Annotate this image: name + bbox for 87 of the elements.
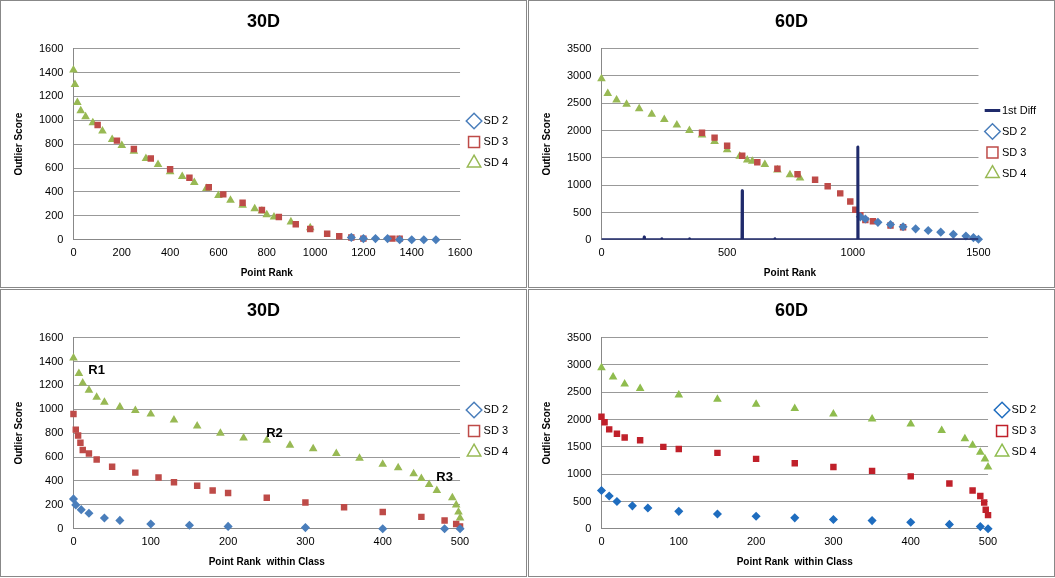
x-tick-label: 1500 [966,246,991,259]
y-tick-label: 1000 [566,178,592,191]
legend-label: SD 2 [483,403,509,416]
y-tick-label: 1000 [566,467,592,480]
chart-title: 30D [246,299,281,320]
x-tick-label: 0 [70,535,77,548]
legend-label: SD 3 [483,135,509,148]
x-tick-label: 500 [450,535,470,548]
legend-label: 1st Diff [1001,103,1037,116]
legend-label: SD 4 [1011,445,1037,458]
x-tick-label: 400 [160,246,180,259]
y-tick-label: 400 [45,474,64,487]
y-axis-title: Outlier Score [540,401,552,465]
y-tick-label: 1400 [38,65,64,78]
legend-label: SD 3 [483,424,509,437]
y-tick-label: 2500 [566,96,592,109]
y-tick-label: 1000 [38,113,64,126]
y-axis-title: Outlier Score [12,401,24,465]
x-axis-title: Point Rank [240,266,294,278]
annotation: R2 [266,424,283,440]
y-tick-label: 0 [585,232,592,245]
x-tick-label: 1400 [399,246,424,259]
y-tick-label: 1200 [38,89,64,102]
y-tick-label: 1600 [38,41,64,54]
x-tick-label: 200 [112,246,131,259]
x-tick-label: 0 [598,535,605,548]
y-tick-label: 1500 [566,439,592,452]
legend-label: SD 4 [483,156,509,169]
y-tick-label: 0 [585,521,592,534]
legend-label: SD 4 [483,445,509,458]
y-axis-title: Outlier Score [540,112,552,176]
annotation: R1 [88,361,105,377]
y-axis-title: Outlier Score [12,112,24,176]
y-tick-label: 200 [45,497,64,510]
y-tick-label: 3000 [566,357,592,370]
y-tick-label: 1600 [38,330,64,343]
x-tick-label: 1000 [302,246,328,259]
y-tick-label: 1000 [38,402,64,415]
annotation: R3 [436,468,453,484]
x-tick-label: 0 [598,246,605,259]
y-tick-label: 1500 [566,150,592,163]
x-axis-title: Point Rank within Class [736,555,854,567]
x-tick-label: 200 [746,535,766,548]
y-tick-label: 0 [57,521,64,534]
legend-label: SD 2 [1001,124,1027,137]
x-axis-title: Point Rank within Class [208,555,326,567]
y-tick-label: 500 [573,494,592,507]
x-tick-label: 0 [70,246,77,259]
y-tick-label: 1400 [38,354,64,367]
x-tick-label: 500 [978,535,998,548]
y-tick-label: 500 [573,205,592,218]
y-tick-label: 1200 [38,378,64,391]
chart-title: 60D [774,10,809,31]
y-tick-label: 3500 [566,330,592,343]
x-tick-label: 100 [669,535,688,548]
y-tick-label: 800 [45,426,64,439]
legend-label: SD 3 [1011,424,1037,437]
x-tick-label: 400 [901,535,920,548]
x-tick-label: 1600 [447,246,473,259]
y-tick-label: 800 [45,137,64,150]
x-tick-label: 1200 [351,246,376,259]
x-tick-label: 1000 [840,246,866,259]
y-tick-label: 2000 [566,123,592,136]
x-tick-label: 400 [373,535,392,548]
y-tick-label: 3000 [566,68,592,81]
x-tick-label: 300 [296,535,315,548]
x-tick-label: 200 [218,535,238,548]
legend-label: SD 2 [483,114,509,127]
y-tick-label: 3500 [566,41,592,54]
y-tick-label: 2000 [566,412,592,425]
x-tick-label: 100 [141,535,160,548]
chart-title: 60D [774,299,809,320]
x-tick-label: 500 [717,246,737,259]
x-axis-title: Point Rank [763,266,817,278]
y-tick-label: 600 [45,450,64,463]
x-tick-label: 600 [209,246,228,259]
legend-label: SD 3 [1001,145,1027,158]
chart-title: 30D [246,10,281,31]
legend-label: SD 4 [1001,166,1027,179]
y-tick-label: 600 [45,161,64,174]
y-tick-label: 2500 [566,385,592,398]
y-tick-label: 400 [45,185,64,198]
y-tick-label: 0 [57,232,64,245]
y-tick-label: 200 [45,208,64,221]
x-tick-label: 300 [824,535,843,548]
legend-label: SD 2 [1011,403,1037,416]
x-tick-label: 800 [257,246,276,259]
